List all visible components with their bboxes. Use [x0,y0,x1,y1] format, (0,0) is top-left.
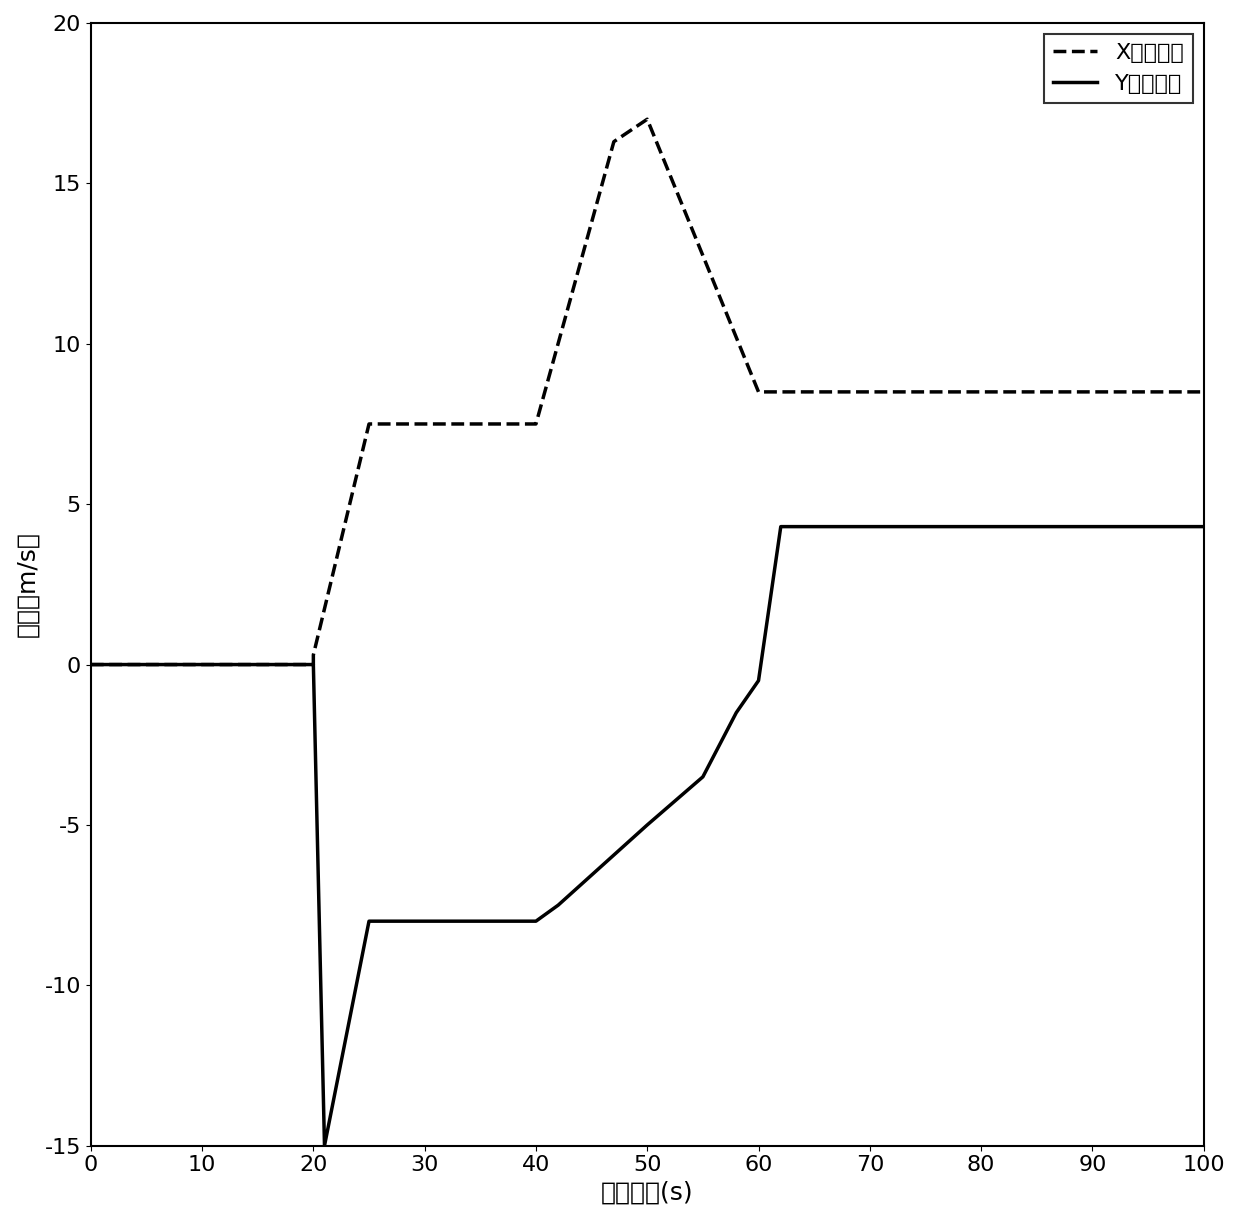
Y方向速度 [551,898,565,913]
Y方向速度 [640,817,655,832]
X方向速度 [472,417,487,432]
X方向速度 [306,648,321,662]
Y方向速度 [317,1138,332,1153]
Line: Y方向速度: Y方向速度 [91,527,1204,1146]
Y方向速度 [306,658,321,672]
Y-axis label: 速度（m/s）: 速度（m/s） [15,532,38,637]
Y方向速度 [774,520,789,534]
Y方向速度 [729,705,744,720]
X方向速度 [606,134,621,149]
X方向速度 [528,417,543,432]
Y方向速度 [362,914,377,928]
X方向速度 [640,112,655,127]
Y方向速度 [83,658,98,672]
X方向速度 [362,417,377,432]
X方向速度 [751,384,766,399]
X-axis label: 采样时间(s): 采样时间(s) [601,1181,693,1205]
X方向速度 [1197,384,1211,399]
Y方向速度 [696,770,711,784]
Legend: X方向速度, Y方向速度: X方向速度, Y方向速度 [1044,34,1193,102]
Y方向速度 [528,914,543,928]
X方向速度 [774,384,789,399]
Y方向速度 [1197,520,1211,534]
Y方向速度 [751,673,766,688]
Line: X方向速度: X方向速度 [91,120,1204,665]
X方向速度 [83,658,98,672]
X方向速度 [306,658,321,672]
